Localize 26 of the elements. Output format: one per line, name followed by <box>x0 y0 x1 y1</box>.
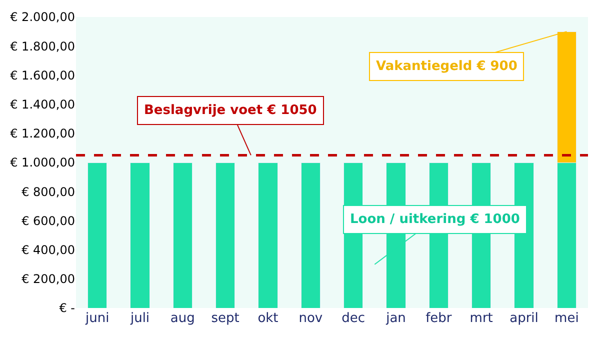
x-tick-label: sept <box>211 311 240 326</box>
y-tick-label: € 1.800,00 <box>10 39 75 54</box>
y-tick-label: € 1.000,00 <box>10 156 75 170</box>
x-tick-label: mrt <box>470 311 493 326</box>
y-tick-label: € 1.200,00 <box>10 126 75 141</box>
x-tick-label: dec <box>342 311 366 326</box>
x-tick-label: juli <box>129 311 150 326</box>
ref-line-label: Beslagvrije voet € 1050 <box>144 103 317 118</box>
y-tick-label: € 1.600,00 <box>10 68 75 82</box>
y-tick-label: € 400,00 <box>22 243 75 257</box>
y-tick-label: € 2.000,00 <box>10 10 75 24</box>
x-tick-label: aug <box>170 311 195 326</box>
x-tick-label: okt <box>258 311 278 326</box>
x-tick-label: febr <box>426 311 452 326</box>
y-tick-label: € 1.400,00 <box>10 98 75 112</box>
x-tick-label: jan <box>385 311 406 326</box>
y-tick-label: € 600,00 <box>22 214 75 228</box>
annotation: Loon / uitkering € 1000 <box>350 212 520 227</box>
y-tick-label: € 200,00 <box>22 272 75 286</box>
x-tick-label: juni <box>84 311 110 326</box>
annotation: Vakantiegeld € 900 <box>376 59 518 74</box>
y-tick-label: € - <box>59 301 75 316</box>
x-tick-label: mei <box>554 311 579 326</box>
y-tick-label: € 800,00 <box>22 184 75 199</box>
x-tick-label: nov <box>298 311 323 326</box>
x-tick-label: april <box>510 311 538 326</box>
